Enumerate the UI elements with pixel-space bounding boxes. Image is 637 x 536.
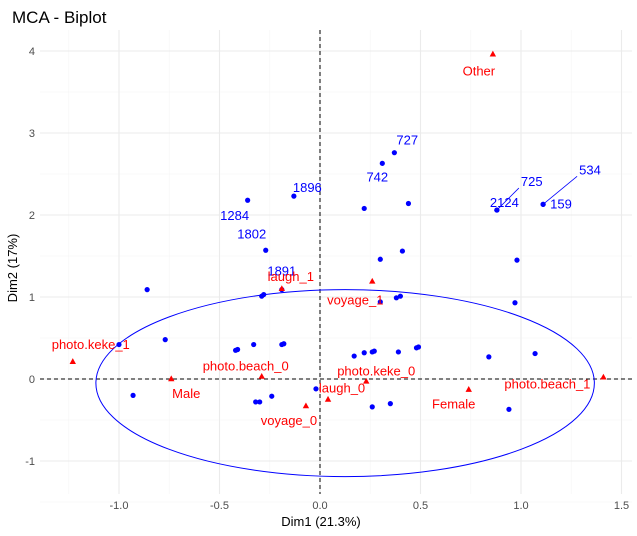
variable-label: voyage_1 bbox=[327, 292, 383, 307]
y-tick-label: -1 bbox=[25, 456, 35, 468]
individual-point bbox=[398, 294, 403, 299]
y-tick-label: 4 bbox=[29, 46, 35, 58]
variable-label: Female bbox=[432, 397, 475, 412]
individual-label: 725 bbox=[521, 174, 543, 189]
variable-point bbox=[303, 402, 309, 408]
x-tick-label: 0.0 bbox=[312, 500, 327, 512]
individual-label: 2124 bbox=[490, 195, 519, 210]
variable-label: photo.keke_1 bbox=[52, 337, 130, 352]
x-tick-label: 1.0 bbox=[513, 500, 528, 512]
individual-point bbox=[416, 344, 421, 349]
individual-point bbox=[392, 150, 397, 155]
individual-point bbox=[245, 198, 250, 203]
individual-point bbox=[380, 161, 385, 166]
individual-point bbox=[253, 399, 258, 404]
individual-point bbox=[130, 393, 135, 398]
x-tick-label: 1.5 bbox=[614, 500, 629, 512]
individual-point bbox=[532, 351, 537, 356]
individual-point bbox=[406, 201, 411, 206]
y-tick-label: 3 bbox=[29, 128, 35, 140]
variable-label: photo.beach_1 bbox=[504, 376, 590, 391]
y-tick-label: 1 bbox=[29, 292, 35, 304]
individual-point bbox=[362, 206, 367, 211]
individual-point bbox=[396, 349, 401, 354]
individual-point bbox=[251, 342, 256, 347]
variable-points: Othervoyage_1laugh_1photo.keke_1Malephot… bbox=[52, 51, 607, 428]
individual-point bbox=[514, 258, 519, 263]
y-tick-labels: -1 0 1 2 3 4 bbox=[25, 46, 35, 468]
individual-point bbox=[506, 407, 511, 412]
individual-label: 534 bbox=[579, 162, 601, 177]
variable-label: Other bbox=[463, 63, 496, 78]
chart-title: MCA - Biplot bbox=[12, 8, 107, 27]
individual-point bbox=[235, 347, 240, 352]
variable-label: laugh_0 bbox=[319, 381, 365, 396]
x-tick-label: -1.0 bbox=[110, 500, 129, 512]
y-axis-title: Dim2 (17%) bbox=[5, 234, 20, 303]
variable-point bbox=[279, 285, 285, 291]
zero-axis-lines bbox=[40, 30, 632, 494]
individual-label: 727 bbox=[396, 133, 418, 148]
variable-label: photo.keke_0 bbox=[337, 363, 415, 378]
variable-point bbox=[325, 396, 331, 402]
individual-point bbox=[372, 349, 377, 354]
x-tick-label: -0.5 bbox=[210, 500, 229, 512]
individual-point bbox=[362, 350, 367, 355]
variable-label: Male bbox=[172, 386, 200, 401]
individual-point bbox=[512, 300, 517, 305]
individual-point bbox=[261, 292, 266, 297]
individual-point bbox=[541, 202, 546, 207]
variable-label: photo.beach_0 bbox=[203, 359, 289, 374]
x-axis-title: Dim1 (21.3%) bbox=[281, 514, 360, 529]
individual-label: 742 bbox=[366, 169, 388, 184]
individual-point bbox=[263, 248, 268, 253]
y-tick-label: 0 bbox=[29, 374, 35, 386]
individual-point bbox=[370, 404, 375, 409]
variable-label: voyage_0 bbox=[261, 413, 317, 428]
individual-label: 159 bbox=[550, 196, 572, 211]
y-tick-label: 2 bbox=[29, 210, 35, 222]
individual-point bbox=[281, 341, 286, 346]
grid bbox=[40, 30, 632, 502]
variable-label: laugh_1 bbox=[268, 269, 314, 284]
variable-point bbox=[259, 373, 265, 379]
individual-label: 1802 bbox=[237, 226, 266, 241]
individual-point bbox=[352, 353, 357, 358]
individual-point bbox=[400, 248, 405, 253]
individual-point bbox=[145, 287, 150, 292]
individual-point bbox=[313, 386, 318, 391]
individual-point bbox=[486, 354, 491, 359]
variable-point bbox=[600, 374, 606, 380]
individual-label: 1284 bbox=[220, 208, 249, 223]
individual-label: 1896 bbox=[293, 180, 322, 195]
individual-point bbox=[163, 337, 168, 342]
individual-point bbox=[388, 401, 393, 406]
x-tick-label: 0.5 bbox=[413, 500, 428, 512]
variable-point bbox=[70, 358, 76, 364]
individual-point bbox=[378, 257, 383, 262]
individual-point bbox=[269, 394, 274, 399]
